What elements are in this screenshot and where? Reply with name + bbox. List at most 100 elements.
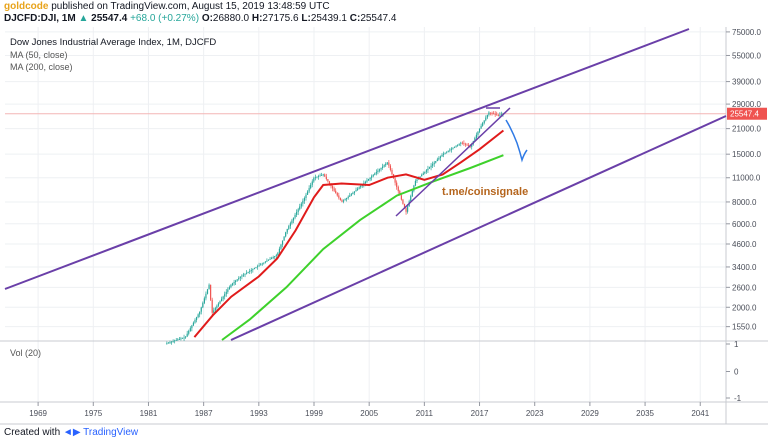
candle-body [496, 114, 498, 116]
candle-body [185, 336, 187, 338]
candle-body [491, 112, 493, 114]
candle-body [188, 330, 190, 334]
candle-body [313, 178, 315, 182]
candle-body [308, 188, 310, 192]
candle-body [428, 167, 431, 169]
candle-body [424, 171, 426, 174]
candle-body [172, 340, 174, 342]
candle-body [463, 143, 465, 144]
candle-body [452, 147, 454, 149]
candle-body [374, 173, 376, 175]
candle-body [352, 192, 354, 195]
candle-body [311, 181, 313, 185]
candle-body [244, 273, 246, 275]
projection-curve [505, 119, 528, 163]
legend-ma50[interactable]: MA (50, close) [10, 50, 68, 60]
candle-body [266, 260, 268, 262]
x-tick-label: 2023 [526, 409, 544, 418]
candle-body [353, 191, 356, 193]
vol-tick-label: 1 [734, 340, 739, 349]
candle-body [441, 154, 443, 157]
candle-body [283, 236, 285, 241]
candle-body [227, 289, 229, 292]
candle-body [213, 310, 215, 313]
candle-body [183, 337, 185, 339]
candle-body [486, 114, 488, 118]
candle-body [422, 173, 424, 175]
candle-body [250, 270, 252, 271]
candle-body [333, 188, 335, 191]
candle-body [467, 145, 470, 147]
candle-body [344, 199, 346, 201]
candle-body [383, 165, 385, 167]
candle-body [324, 174, 326, 177]
tradingview-brand[interactable]: TradingView [83, 427, 139, 438]
candle-body [474, 137, 476, 142]
candle-body [461, 142, 463, 144]
author-name[interactable]: goldcode [4, 1, 49, 12]
candle-body [405, 208, 407, 212]
vol-tick-label: 0 [734, 368, 739, 377]
candle-body [435, 161, 437, 163]
low-value: 25439.1 [310, 13, 347, 24]
volume-pane-label[interactable]: Vol (20) [10, 348, 42, 358]
candle-body [371, 176, 373, 178]
y-tick-label: 2000.0 [732, 303, 757, 312]
candle-body [378, 169, 381, 171]
publish-line: goldcode published on TradingView.com, A… [4, 1, 330, 12]
candle-body [222, 296, 224, 299]
candle-body [286, 228, 288, 233]
candle-body [396, 182, 398, 187]
candle-body [389, 165, 392, 170]
published-text: published on TradingView.com, August 15,… [51, 1, 330, 12]
candle-body [372, 174, 374, 177]
candle-body [488, 112, 490, 115]
candle-body [321, 174, 323, 176]
candle-body [369, 177, 371, 180]
candle-body [220, 298, 223, 302]
last-value: 25547.4 [91, 13, 128, 24]
wedge-support-line [395, 107, 511, 217]
candle-body [411, 190, 413, 197]
x-tick-label: 2005 [360, 409, 378, 418]
candle-body [191, 325, 193, 329]
candle-body [199, 311, 201, 315]
candle-body [349, 195, 351, 197]
x-tick-label: 1987 [195, 409, 213, 418]
candle-body [433, 162, 435, 165]
candle-body [167, 342, 170, 344]
candle-body [214, 308, 216, 311]
candle-body [260, 264, 262, 266]
candle-body [200, 307, 202, 312]
candle-body [336, 193, 338, 196]
candle-body [394, 178, 396, 183]
candle-body [264, 261, 266, 263]
candle-body [281, 240, 284, 245]
x-tick-label: 1993 [250, 409, 268, 418]
candle-body [291, 220, 293, 224]
candle-body [303, 197, 306, 201]
candle-body [494, 113, 496, 115]
candle-body [216, 305, 218, 309]
candle-body [272, 257, 274, 258]
candle-body [400, 195, 402, 200]
candle-body [278, 248, 281, 253]
candle-body [425, 170, 427, 172]
candle-body [477, 131, 479, 135]
candle-body [355, 190, 357, 192]
candle-body [328, 181, 331, 184]
candle-body [427, 168, 429, 171]
candle-body [386, 162, 388, 164]
candle-body [203, 298, 205, 303]
candle-body [292, 217, 295, 221]
candle-body [414, 181, 417, 186]
candle-body [327, 179, 329, 182]
candle-body [174, 340, 176, 342]
x-tick-label: 2041 [691, 409, 709, 418]
high-label: H: [251, 13, 263, 24]
candle-body [447, 150, 449, 152]
candle-body [319, 175, 321, 177]
candle-body [360, 185, 362, 188]
legend-ma200[interactable]: MA (200, close) [10, 62, 73, 72]
